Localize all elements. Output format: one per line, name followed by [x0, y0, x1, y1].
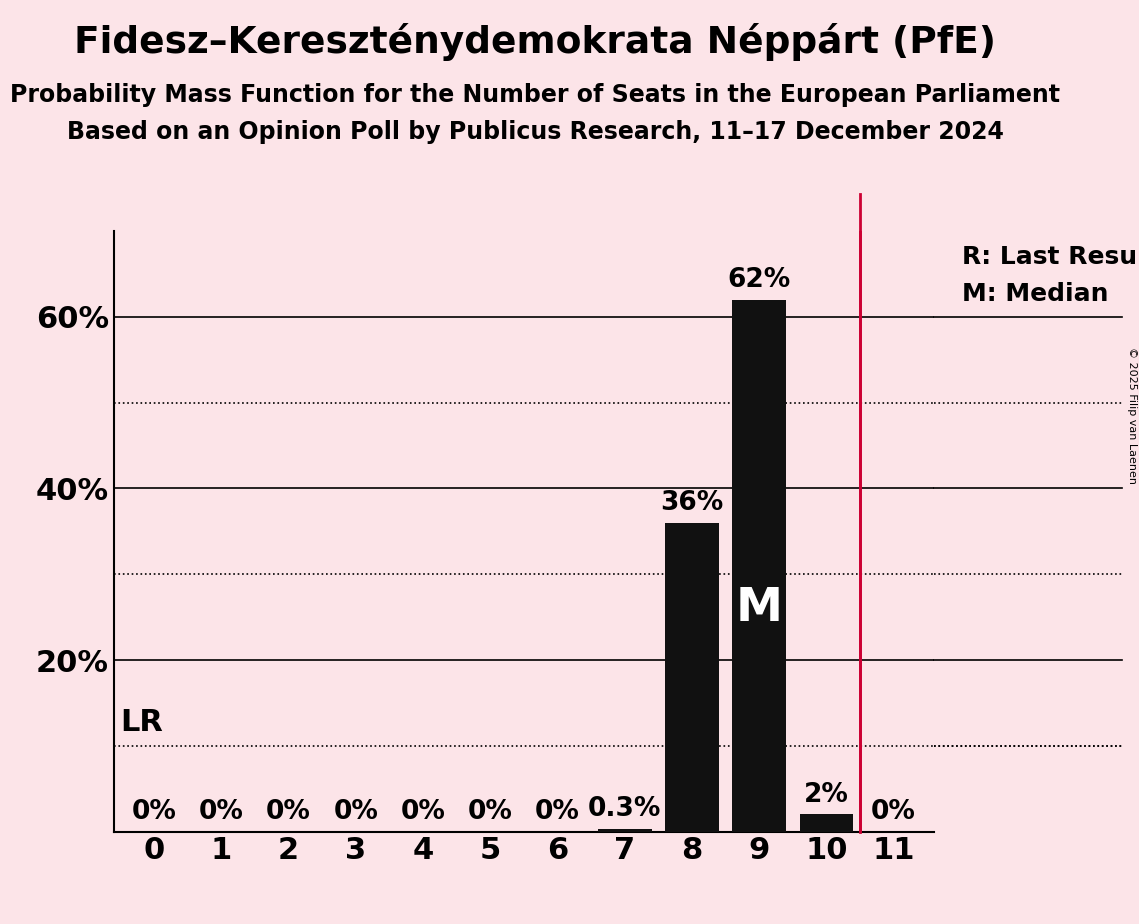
Text: 0%: 0%	[871, 798, 916, 825]
Text: © 2025 Filip van Laenen: © 2025 Filip van Laenen	[1126, 347, 1137, 484]
Text: M: Median: M: Median	[962, 282, 1109, 306]
Bar	[665, 523, 719, 832]
Text: 0%: 0%	[468, 798, 513, 825]
Text: Fidesz–Kereszténydemokrata Néppárt (PfE): Fidesz–Kereszténydemokrata Néppárt (PfE)	[74, 23, 997, 61]
Text: 0%: 0%	[199, 798, 244, 825]
Bar	[800, 814, 853, 832]
Text: R: Last Result: R: Last Result	[962, 245, 1139, 269]
Text: 62%: 62%	[728, 267, 790, 293]
Text: Based on an Opinion Poll by Publicus Research, 11–17 December 2024: Based on an Opinion Poll by Publicus Res…	[67, 120, 1003, 144]
Text: Probability Mass Function for the Number of Seats in the European Parliament: Probability Mass Function for the Number…	[10, 83, 1060, 107]
Bar	[732, 299, 786, 832]
Text: 0%: 0%	[267, 798, 311, 825]
Text: 0%: 0%	[401, 798, 445, 825]
Text: LR: LR	[121, 708, 164, 737]
Bar	[598, 829, 652, 832]
Text: 0%: 0%	[132, 798, 177, 825]
Text: 0.3%: 0.3%	[588, 796, 662, 822]
Text: 0%: 0%	[334, 798, 378, 825]
Text: 2%: 2%	[804, 782, 849, 808]
Text: 36%: 36%	[661, 490, 723, 516]
Text: M: M	[736, 586, 782, 631]
Text: 0%: 0%	[535, 798, 580, 825]
